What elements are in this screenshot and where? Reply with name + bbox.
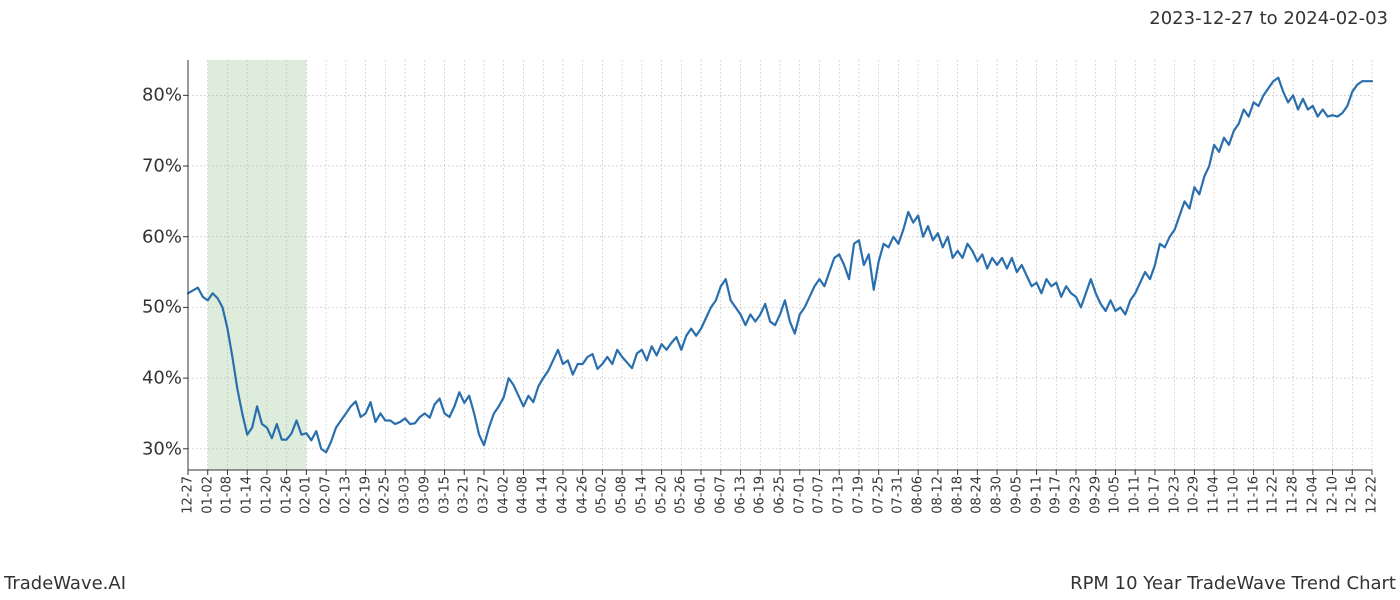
x-tick-label: 05-20 (654, 470, 669, 514)
x-tick-label: 05-08 (615, 470, 630, 514)
x-tick-label: 05-14 (634, 470, 649, 514)
x-tick-label: 02-13 (338, 470, 353, 514)
x-tick-label: 02-19 (358, 470, 373, 514)
x-tick-label: 09-23 (1069, 470, 1084, 514)
x-tick-label: 09-29 (1088, 470, 1103, 514)
x-tick-label: 07-19 (851, 470, 866, 514)
x-tick-label: 04-08 (516, 470, 531, 514)
y-tick-label: 70% (142, 156, 188, 177)
x-tick-label: 03-15 (437, 470, 452, 514)
x-tick-label: 03-21 (457, 470, 472, 514)
plot-area: 30%40%50%60%70%80%12-2701-0201-0801-1401… (188, 60, 1372, 470)
x-tick-label: 03-03 (398, 470, 413, 514)
line-chart-svg (188, 60, 1372, 470)
x-tick-label: 06-19 (753, 470, 768, 514)
y-tick-label: 60% (142, 226, 188, 247)
x-tick-label: 11-22 (1266, 470, 1281, 514)
chart-container: 2023-12-27 to 2024-02-03 30%40%50%60%70%… (0, 0, 1400, 600)
x-tick-label: 09-17 (1049, 470, 1064, 514)
x-tick-label: 11-04 (1207, 470, 1222, 514)
x-tick-label: 12-04 (1305, 470, 1320, 514)
x-tick-label: 08-18 (950, 470, 965, 514)
x-tick-label: 10-11 (1128, 470, 1143, 514)
x-tick-label: 06-13 (733, 470, 748, 514)
x-tick-label: 06-07 (713, 470, 728, 514)
x-tick-label: 06-01 (694, 470, 709, 514)
y-tick-label: 50% (142, 297, 188, 318)
x-tick-label: 02-07 (319, 470, 334, 514)
x-tick-label: 08-12 (930, 470, 945, 514)
x-tick-label: 07-07 (812, 470, 827, 514)
x-tick-label: 07-01 (792, 470, 807, 514)
x-tick-label: 11-10 (1226, 470, 1241, 514)
x-tick-label: 03-27 (477, 470, 492, 514)
y-tick-label: 40% (142, 368, 188, 389)
x-tick-label: 05-26 (674, 470, 689, 514)
footer-title: RPM 10 Year TradeWave Trend Chart (1070, 573, 1396, 594)
x-tick-label: 12-27 (181, 470, 196, 514)
x-tick-label: 10-29 (1187, 470, 1202, 514)
x-tick-label: 09-05 (1009, 470, 1024, 514)
x-tick-label: 01-08 (220, 470, 235, 514)
x-tick-label: 11-28 (1286, 470, 1301, 514)
x-tick-label: 02-25 (378, 470, 393, 514)
y-tick-label: 30% (142, 438, 188, 459)
x-tick-label: 02-01 (299, 470, 314, 514)
x-tick-label: 04-26 (575, 470, 590, 514)
x-tick-label: 08-24 (970, 470, 985, 514)
x-tick-label: 01-14 (240, 470, 255, 514)
x-tick-label: 01-26 (279, 470, 294, 514)
x-tick-label: 11-16 (1246, 470, 1261, 514)
x-tick-label: 10-05 (1108, 470, 1123, 514)
x-tick-label: 09-11 (1029, 470, 1044, 514)
x-tick-label: 04-02 (496, 470, 511, 514)
x-tick-label: 10-23 (1167, 470, 1182, 514)
x-tick-label: 12-22 (1365, 470, 1380, 514)
x-tick-label: 12-10 (1325, 470, 1340, 514)
x-tick-label: 01-02 (200, 470, 215, 514)
x-tick-label: 03-09 (417, 470, 432, 514)
date-range-label: 2023-12-27 to 2024-02-03 (1149, 8, 1388, 29)
x-tick-label: 07-25 (871, 470, 886, 514)
x-tick-label: 04-14 (536, 470, 551, 514)
x-tick-label: 01-20 (259, 470, 274, 514)
x-tick-label: 06-25 (773, 470, 788, 514)
footer-brand: TradeWave.AI (4, 573, 126, 594)
x-tick-label: 10-17 (1147, 470, 1162, 514)
y-tick-label: 80% (142, 85, 188, 106)
x-tick-label: 12-16 (1345, 470, 1360, 514)
x-tick-label: 08-30 (990, 470, 1005, 514)
x-tick-label: 04-20 (555, 470, 570, 514)
x-tick-label: 05-02 (595, 470, 610, 514)
x-tick-label: 07-31 (891, 470, 906, 514)
x-tick-label: 07-13 (832, 470, 847, 514)
x-tick-label: 08-06 (911, 470, 926, 514)
